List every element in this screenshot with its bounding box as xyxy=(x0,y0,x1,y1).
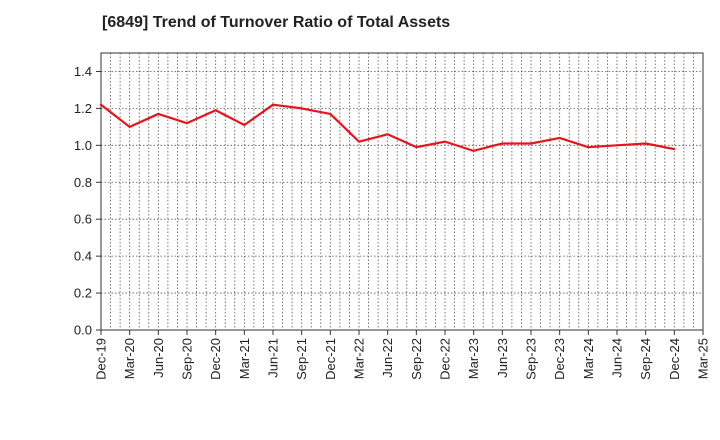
y-tick-label: 0.0 xyxy=(74,323,92,338)
y-tick-label: 1.4 xyxy=(74,64,92,79)
x-tick-label: Mar-25 xyxy=(696,338,711,379)
grid xyxy=(100,52,704,331)
y-tick-label: 0.4 xyxy=(74,249,92,264)
x-tick-label: Mar-22 xyxy=(352,338,367,379)
chart-title: [6849] Trend of Turnover Ratio of Total … xyxy=(102,14,451,31)
x-axis: Dec-19 Mar-20 Jun-20 Sep-20 Dec-20 Mar-21 Jun-… xyxy=(94,330,711,380)
x-tick-label: Dec-21 xyxy=(323,338,338,380)
x-tick-label: Sep-23 xyxy=(524,338,539,380)
x-tick-label: Sep-22 xyxy=(409,338,424,380)
x-tick-label: Dec-19 xyxy=(94,338,109,380)
y-tick-label: 1.0 xyxy=(74,138,92,153)
y-axis: 0.0 0.2 0.4 0.6 0.8 1.0 1.2 1.4 xyxy=(74,64,101,338)
x-tick-label: Mar-24 xyxy=(581,338,596,379)
y-tick-label: 0.6 xyxy=(74,212,92,227)
y-tick-label: 0.2 xyxy=(74,286,92,301)
x-tick-label: Mar-21 xyxy=(237,338,252,379)
x-tick-label: Jun-23 xyxy=(495,338,510,378)
x-tick-label: Jun-24 xyxy=(610,338,625,378)
x-tick-label: Sep-24 xyxy=(638,338,653,380)
y-tick-label: 1.2 xyxy=(74,101,92,116)
x-tick-label: Mar-23 xyxy=(466,338,481,379)
x-tick-label: Dec-22 xyxy=(438,338,453,380)
plot-area-frame xyxy=(100,52,704,331)
x-tick-label: Dec-20 xyxy=(208,338,223,380)
x-tick-label: Dec-24 xyxy=(667,338,682,380)
x-tick-label: Jun-20 xyxy=(151,338,166,378)
series-layer xyxy=(99,103,676,152)
x-tick-label: Sep-21 xyxy=(294,338,309,380)
y-tick-label: 0.8 xyxy=(74,175,92,190)
x-tick-label: Sep-20 xyxy=(180,338,195,380)
x-tick-label: Mar-20 xyxy=(122,338,137,379)
x-tick-label: Jun-21 xyxy=(266,338,281,378)
x-tick-label: Dec-23 xyxy=(552,338,567,380)
x-tick-label: Jun-22 xyxy=(380,338,395,378)
